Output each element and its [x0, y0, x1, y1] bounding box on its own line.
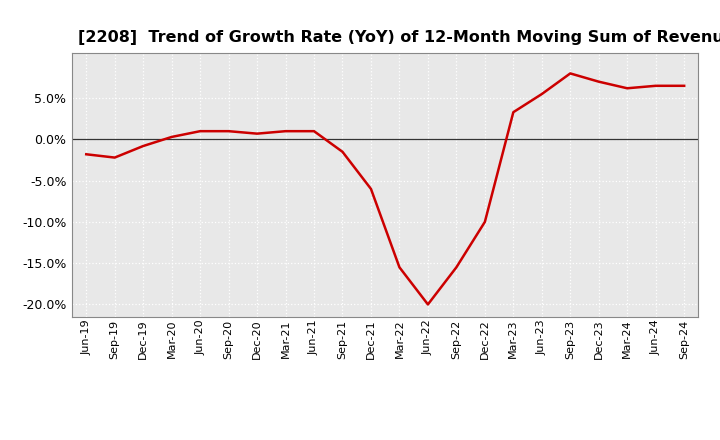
Text: [2208]  Trend of Growth Rate (YoY) of 12-Month Moving Sum of Revenues: [2208] Trend of Growth Rate (YoY) of 12-… — [78, 29, 720, 45]
